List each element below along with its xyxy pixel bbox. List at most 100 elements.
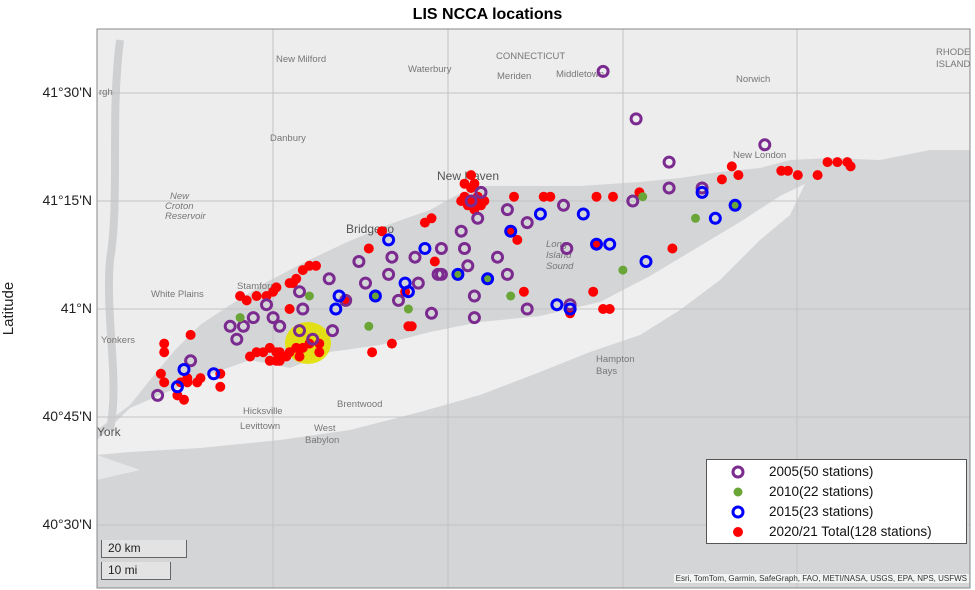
place-label: Croton [165,201,194,212]
station-2005-marker [359,276,372,290]
station-2005-marker [520,216,534,230]
station-2005-marker [151,388,165,402]
station-2015-marker [177,363,191,376]
station-2020-marker [509,191,519,202]
station-2015-marker [695,185,709,199]
station-2015-marker [563,302,577,316]
place-label: Island [546,250,572,261]
station-2020-marker [159,347,170,358]
place-label: White Plains [151,289,204,300]
station-2015-marker [504,224,518,238]
legend-item-2005: 2005(50 stations) [707,462,873,481]
station-2015-marker [451,267,465,281]
place-label: New [170,191,190,202]
station-2010-marker [403,304,413,314]
station-2005-marker [260,298,273,312]
legend-label: 2020/21 Total(128 stations) [769,524,932,539]
scale-bar-km: 20 km [101,540,187,558]
station-2005-marker [454,224,468,238]
lat-tick: 41°15'N [42,192,92,208]
station-2005-marker [662,181,676,195]
place-label: Meriden [497,71,531,82]
station-2020-marker [185,329,196,340]
place-label: New London [733,150,786,161]
station-2010-marker [453,269,463,279]
station-2015-marker [332,289,346,303]
station-2005-marker [246,311,260,325]
station-2005-marker [385,250,399,264]
station-2015-marker [170,380,184,394]
place-labels: New Milford Waterbury CONNECTICUT Meriden Mi… [97,47,970,446]
station-2015-marker [708,211,722,225]
scale-bar-mi: 10 mi [101,562,171,580]
place-label: Reservoir [165,211,206,222]
lat-tick: 40°45'N [42,408,92,424]
station-2020-marker [716,174,727,185]
station-2015-marker [481,272,495,286]
station-2010-marker [483,274,493,284]
station-2020-marker [845,161,856,172]
lat-tick: 41°30'N [42,84,92,100]
place-label: Waterbury [408,64,452,75]
station-2005-marker [458,242,471,255]
place-label: Sound [546,261,574,272]
station-points [151,64,856,405]
legend-item-2010: 2010(22 stations) [707,482,873,501]
station-2005-marker [520,302,534,316]
station-2020-marker [251,291,262,301]
station-2015-marker [382,233,396,247]
station-2010-marker [304,291,314,301]
hudson-river [104,39,124,431]
station-2020-marker [733,170,744,181]
station-2005-marker [184,354,198,368]
station-2015-marker [550,298,564,312]
station-2020-marker [545,191,556,202]
station-2010-marker [506,291,516,301]
station-2015-marker [728,198,742,212]
station-2020-marker [812,170,823,181]
station-2010-marker [370,291,380,301]
station-2020-marker [822,157,833,168]
station-2010-marker [730,200,740,210]
place-label: CONNECTICUT [496,51,565,62]
place-label: Babylon [305,435,339,446]
filled-circle-icon [733,487,743,496]
station-2005-marker [695,181,709,195]
place-label: West [314,423,336,434]
place-label: Brentwood [337,399,382,410]
station-2020-marker [429,256,440,267]
station-2020-marker [426,213,437,224]
station-2015-marker [533,207,547,221]
station-2005-marker [425,306,438,320]
station-2015-marker [418,242,432,255]
legend-label: 2015(23 stations) [769,504,874,519]
station-2020-marker [314,347,325,358]
legend: 2005(50 stations) 2010(22 stations) 2015… [706,459,967,544]
station-2005-marker [223,319,237,333]
place-label: Danbury [270,133,306,144]
station-2020-marker [512,234,523,245]
station-2020-marker [155,368,166,379]
station-2020-marker [241,295,252,306]
place-label: Hampton [596,354,635,365]
station-2010-marker [691,213,700,223]
place-label: Stamford [237,281,276,292]
station-2005-marker [230,332,244,346]
station-2020-marker [311,260,321,271]
station-2005-marker [461,259,475,273]
station-2020-marker [466,170,477,181]
station-2005-marker [662,155,676,169]
station-2005-marker [293,324,306,338]
station-2020-marker [591,239,602,250]
station-2020-marker [271,282,282,293]
map-title: LIS NCCA locations [412,6,563,23]
station-2020-marker [294,351,305,362]
station-2020-marker [469,178,480,189]
station-2015-marker [576,207,590,221]
station-2020-marker [667,243,678,254]
attribution: Esri, TomTom, Garmin, SafeGraph, FAO, ME… [673,574,969,583]
station-2005-marker [236,319,250,333]
station-2020-marker [179,394,189,405]
station-2020-marker [215,381,226,392]
station-2005-marker [382,267,396,281]
